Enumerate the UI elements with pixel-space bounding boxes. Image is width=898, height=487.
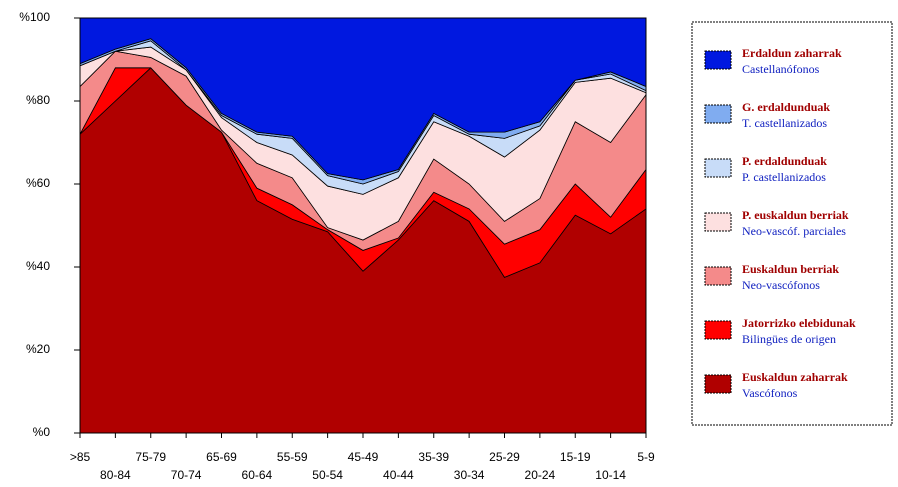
legend-label: Erdaldun zaharrak — [742, 46, 842, 60]
legend-sublabel: Neo-vascófonos — [742, 278, 820, 292]
legend-swatch — [704, 212, 732, 232]
legend-swatch — [704, 374, 732, 394]
legend-label: P. euskaldun berriak — [742, 208, 849, 222]
y-tick-label: %80 — [26, 93, 50, 107]
legend-label: Jatorrizko elebidunak — [742, 316, 856, 330]
x-tick-label: 50-54 — [312, 468, 343, 482]
x-tick-label: >85 — [70, 450, 91, 464]
legend-swatch — [704, 104, 732, 124]
x-tick-label: 55-59 — [277, 450, 308, 464]
x-tick-label: 20-24 — [525, 468, 556, 482]
x-tick-label: 10-14 — [595, 468, 626, 482]
x-tick-label: 30-34 — [454, 468, 485, 482]
y-tick-label: %60 — [26, 176, 50, 190]
legend-swatch — [704, 266, 732, 286]
x-tick-label: 25-29 — [489, 450, 520, 464]
legend-sublabel: Bilingües de origen — [742, 332, 836, 346]
x-tick-label: 35-39 — [418, 450, 449, 464]
legend-sublabel: P. castellanizados — [742, 170, 826, 184]
y-tick-label: %100 — [19, 10, 50, 24]
legend-label: G. erdaldunduak — [742, 100, 830, 114]
legend-label: Euskaldun zaharrak — [742, 370, 848, 384]
x-tick-label: 80-84 — [100, 468, 131, 482]
legend-sublabel: T. castellanizados — [742, 116, 827, 130]
x-tick-label: 60-64 — [242, 468, 273, 482]
x-tick-label: 15-19 — [560, 450, 591, 464]
x-tick-label: 40-44 — [383, 468, 414, 482]
legend-swatch — [704, 320, 732, 340]
legend-swatch — [704, 158, 732, 178]
y-tick-label: %20 — [26, 342, 50, 356]
x-tick-label: 75-79 — [135, 450, 166, 464]
legend-sublabel: Neo-vascóf. parciales — [742, 224, 846, 238]
legend-swatch — [704, 50, 732, 70]
x-tick-label: 5-9 — [637, 450, 655, 464]
x-tick-label: 45-49 — [348, 450, 379, 464]
legend-label: P. erdaldunduak — [742, 154, 827, 168]
x-tick-label: 70-74 — [171, 468, 202, 482]
y-tick-label: %0 — [33, 425, 51, 439]
legend-sublabel: Vascófonos — [742, 386, 798, 400]
legend-sublabel: Castellanófonos — [742, 62, 820, 76]
legend-label: Euskaldun berriak — [742, 262, 839, 276]
x-tick-label: 65-69 — [206, 450, 237, 464]
y-tick-label: %40 — [26, 259, 50, 273]
